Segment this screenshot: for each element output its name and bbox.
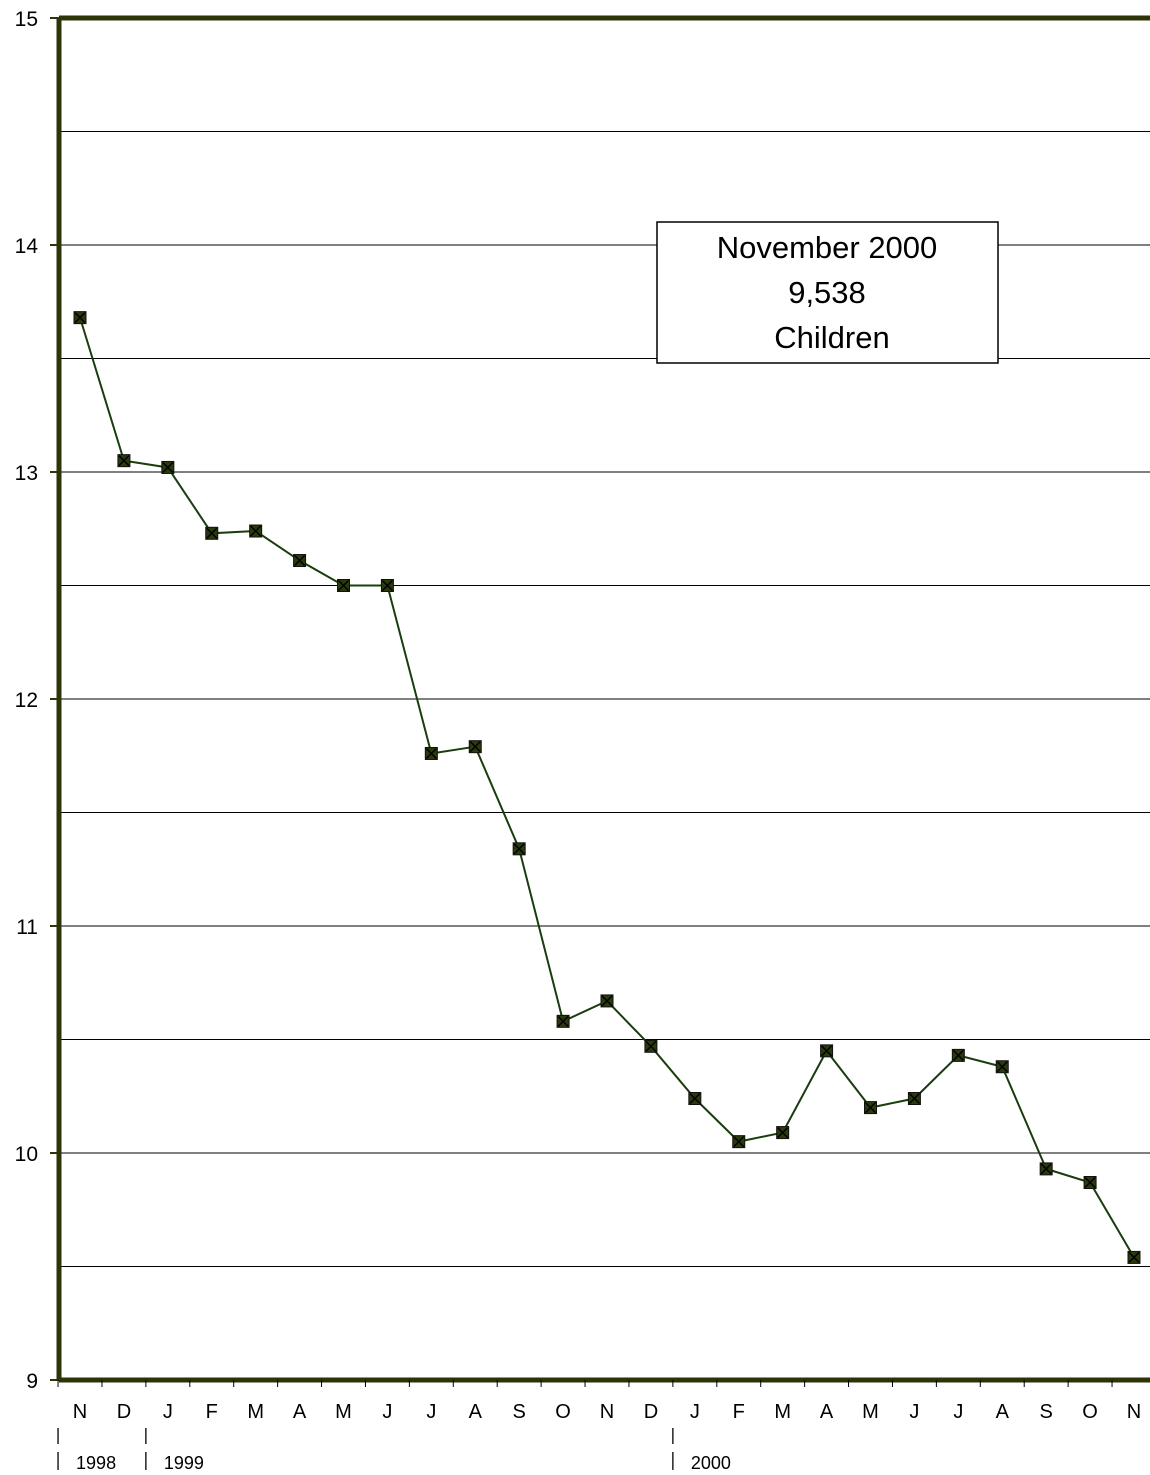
data-point-cross	[865, 1102, 876, 1114]
data-point	[556, 1014, 570, 1028]
annotation-box: November 2000 9,538 Children	[656, 221, 999, 364]
data-point	[907, 1092, 921, 1106]
x-tick-label: O	[555, 1401, 571, 1423]
data-point	[205, 526, 219, 540]
data-point	[1039, 1162, 1053, 1176]
annotation-line-2: 9,538	[788, 275, 866, 310]
x-tick-label: F	[733, 1401, 745, 1423]
y-tick-label: 9	[26, 1370, 38, 1393]
data-point-cross	[601, 995, 613, 1007]
series	[73, 311, 1141, 1264]
y-tick-label: 15	[15, 8, 38, 31]
x-tick-label: N	[1127, 1401, 1141, 1423]
x-tick-label: O	[1082, 1401, 1098, 1423]
data-point	[73, 311, 87, 325]
x-tick-label: M	[774, 1401, 791, 1423]
x-tick-label: M	[247, 1401, 264, 1423]
x-tick-label: S	[1039, 1401, 1052, 1423]
data-point-cross	[821, 1045, 833, 1057]
data-point-cross	[777, 1127, 789, 1139]
data-point-cross	[908, 1093, 920, 1105]
x-tick-label: D	[117, 1401, 131, 1423]
data-point	[600, 994, 614, 1008]
data-point	[512, 842, 526, 856]
data-point	[688, 1092, 702, 1106]
data-point-cross	[74, 312, 86, 324]
y-tick-label: 13	[15, 462, 38, 485]
data-point	[1127, 1250, 1141, 1264]
x-tick-label: J	[163, 1401, 173, 1423]
y-axis-tick-labels: 9 10 11 12 13 14 15	[15, 8, 39, 1393]
data-point-cross	[250, 525, 262, 537]
data-point	[1083, 1176, 1097, 1190]
x-tick-label: N	[600, 1401, 614, 1423]
data-point-cross	[381, 580, 393, 591]
axes	[50, 15, 1150, 1387]
y-tick-label: 11	[16, 916, 38, 939]
x-tick-label: J	[382, 1401, 392, 1423]
data-point-cross	[689, 1093, 701, 1105]
year-labels: 1998 1999 2000	[57, 1428, 731, 1473]
x-tick-label: A	[469, 1401, 483, 1423]
data-point-cross	[118, 455, 130, 467]
year-label: 2000	[691, 1453, 731, 1473]
data-point-cross	[469, 741, 481, 753]
data-point	[468, 740, 482, 754]
x-tick-label: J	[426, 1401, 436, 1423]
data-point-cross	[996, 1061, 1008, 1073]
data-point	[951, 1048, 965, 1062]
data-point-cross	[733, 1136, 745, 1148]
x-tick-label: A	[996, 1401, 1010, 1423]
data-point-cross	[294, 555, 306, 567]
data-point-cross	[1084, 1177, 1096, 1189]
data-point	[732, 1135, 746, 1149]
data-point	[337, 579, 350, 592]
data-point-cross	[557, 1015, 569, 1027]
data-point	[820, 1044, 834, 1058]
data-point	[864, 1101, 877, 1115]
year-label: 1998	[76, 1453, 116, 1473]
data-point	[995, 1060, 1009, 1074]
annotation-box-border	[656, 221, 999, 364]
y-tick-label: 14	[15, 235, 39, 258]
data-point	[117, 454, 131, 468]
x-tick-label: M	[335, 1401, 352, 1423]
data-point-cross	[645, 1040, 657, 1052]
y-tick-label: 12	[15, 689, 38, 712]
data-point-cross	[952, 1049, 964, 1061]
data-point-cross	[1128, 1251, 1140, 1263]
data-point-cross	[162, 461, 174, 473]
x-tick-label: J	[690, 1401, 700, 1423]
year-label: 1999	[164, 1453, 204, 1473]
series-line	[79, 317, 1135, 1258]
x-tick-label: A	[293, 1401, 307, 1423]
data-point-cross	[338, 580, 349, 591]
data-point-cross	[513, 843, 525, 855]
data-point	[644, 1039, 658, 1053]
data-point	[380, 579, 394, 592]
data-point-cross	[425, 747, 437, 759]
data-point	[424, 746, 438, 760]
annotation-line-1: November 2000	[717, 230, 938, 265]
data-point	[161, 460, 175, 474]
y-tick-label: 10	[15, 1143, 38, 1166]
x-tick-label: M	[862, 1401, 879, 1423]
x-tick-label: D	[644, 1401, 658, 1423]
annotation-line-3: Children	[774, 320, 889, 355]
x-tick-label: N	[73, 1401, 87, 1423]
data-point	[249, 524, 263, 538]
data-point	[776, 1126, 790, 1140]
x-tick-label: S	[512, 1401, 525, 1423]
data-point	[293, 554, 307, 568]
x-tick-label: A	[820, 1401, 834, 1423]
x-tick-label: F	[206, 1401, 218, 1423]
data-point-cross	[1040, 1163, 1052, 1175]
x-tick-label: J	[909, 1401, 919, 1423]
data-point-cross	[206, 527, 218, 539]
x-tick-label: J	[953, 1401, 963, 1423]
